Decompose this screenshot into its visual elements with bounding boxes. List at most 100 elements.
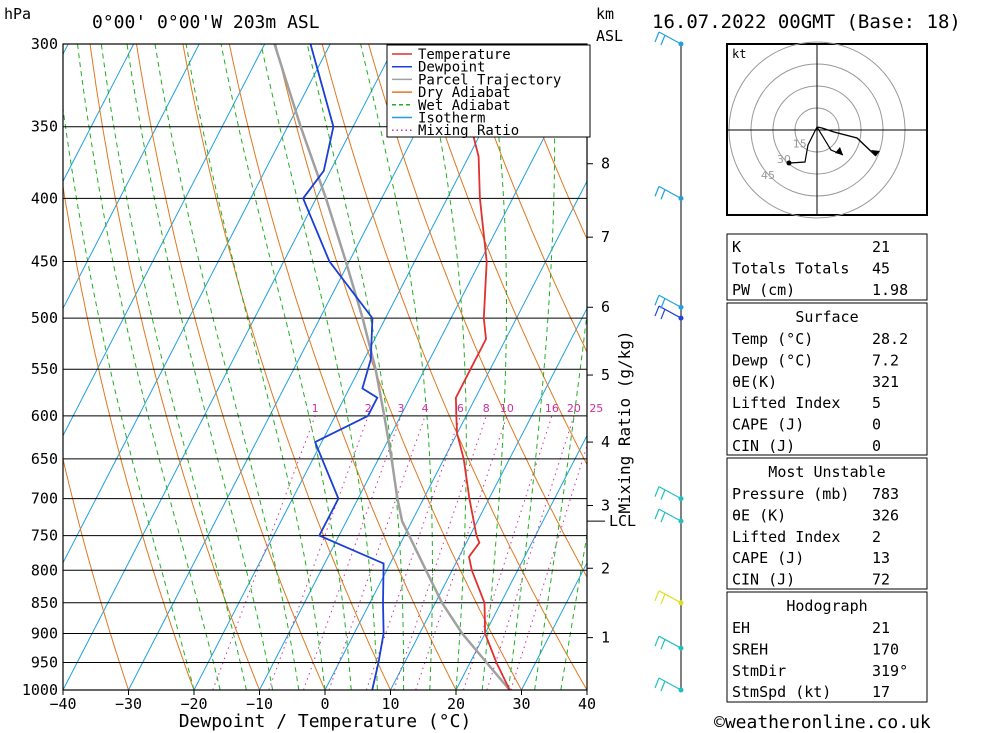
isotherm-line — [324, 180, 587, 690]
pressure-unit-label: hPa — [4, 5, 31, 23]
hodograph-point — [786, 160, 792, 166]
table-row-label: Temp (°C) — [732, 330, 813, 348]
table-row-value: 5 — [872, 394, 881, 412]
x-tick-label: −40 — [49, 695, 76, 713]
pressure-tick-label: 300 — [31, 35, 58, 53]
isotherm-line — [390, 307, 587, 690]
wind-barb-flag — [654, 305, 660, 317]
table-row-label: StmDir — [732, 662, 786, 680]
dry-adiabat-line — [507, 44, 587, 241]
wind-barb-flag — [654, 635, 660, 647]
asl-unit-label: ASL — [596, 27, 623, 45]
wind-barb-shaft — [658, 31, 682, 45]
mixing-ratio-label: 25 — [589, 402, 603, 415]
wind-barb-flag — [654, 186, 660, 197]
pressure-tick-label: 850 — [31, 594, 58, 612]
dry-adiabat-line — [135, 44, 326, 690]
pressure-tick-label: 900 — [31, 624, 58, 642]
pressure-tick-label: 650 — [31, 450, 58, 468]
wet-adiabat-line — [507, 44, 556, 690]
table-row-value: 28.2 — [872, 330, 908, 348]
table-row-value: 0 — [872, 437, 881, 455]
pressure-tick-label: 1000 — [22, 681, 58, 699]
wet-adiabat-line — [481, 44, 507, 690]
wet-adiabat-line — [360, 44, 433, 690]
table-row-label: K — [732, 238, 741, 256]
table-row-label: PW (cm) — [732, 281, 795, 299]
mixing-ratio-label: 6 — [457, 402, 464, 415]
pressure-tick-label: 700 — [31, 490, 58, 508]
table-row-value: 319° — [872, 662, 908, 680]
legend-label: Temperature — [418, 47, 511, 63]
wind-barb-flag — [660, 34, 666, 46]
table-row-value: 1.98 — [872, 281, 908, 299]
mixing-ratio-label: 16 — [545, 402, 559, 415]
date-title: 16.07.2022 00GMT (Base: 18) — [652, 11, 961, 33]
series-dewpoint — [302, 44, 385, 690]
table-row-label: Totals Totals — [732, 259, 849, 277]
wind-barb-shaft — [658, 508, 682, 522]
mixing-ratio-line — [212, 415, 316, 690]
table-row-label: θE(K) — [732, 373, 777, 391]
km-tick-label: 2 — [601, 559, 610, 577]
table-row-value: 0 — [872, 416, 881, 434]
wind-barb-flag — [654, 295, 660, 306]
wet-adiabat-line — [154, 44, 300, 690]
mixing-ratio-label: 10 — [500, 402, 514, 415]
table-row-label: CAPE (J) — [732, 416, 804, 434]
hodograph-table-title: Hodograph — [786, 597, 867, 615]
wind-barb-shaft — [658, 185, 682, 199]
mixing-ratio-line — [510, 444, 587, 690]
table-row-value: 21 — [872, 238, 890, 256]
mixing-ratio-axis-label: Mixing Ratio (g/kg) — [615, 330, 634, 513]
mixing-ratio-label: 20 — [567, 402, 581, 415]
pressure-tick-label: 500 — [31, 309, 58, 327]
table-row-value: 2 — [872, 528, 881, 546]
indices-tables: K 21 Totals Totals 45 PW (cm) 1.98 Surface Temp… — [726, 233, 928, 703]
dry-adiabat-line — [63, 456, 129, 690]
wind-barb-icon — [654, 31, 682, 46]
dry-adiabat-line — [321, 44, 587, 690]
series-temperature — [454, 44, 511, 690]
dry-adiabat-line — [89, 44, 260, 690]
wet-adiabat-line — [306, 44, 405, 690]
wind-barb-flag — [654, 590, 660, 602]
wind-barb-shaft — [658, 677, 682, 691]
table-row-label: StmSpd (kt) — [732, 683, 831, 701]
wet-adiabat-line — [185, 44, 326, 690]
mixing-ratio-label: 2 — [365, 402, 372, 415]
table-row-label: Lifted Index — [732, 528, 840, 546]
mixing-ratio-line — [463, 415, 553, 690]
table-row-label: EH — [732, 619, 750, 637]
wind-barb-flag — [654, 508, 660, 520]
hodograph-unit: kt — [732, 47, 746, 61]
x-tick-label: 40 — [578, 695, 596, 713]
isotherm-line — [63, 44, 200, 310]
table-row-value: 326 — [872, 506, 899, 524]
table-row-label: SREH — [732, 640, 768, 658]
wind-barb-flag — [660, 298, 666, 309]
wind-barb-flag — [660, 489, 666, 500]
pressure-tick-label: 400 — [31, 189, 58, 207]
wind-barb-flag — [660, 189, 666, 200]
wet-adiabat-line — [420, 44, 467, 690]
hodograph-shear-vector — [789, 126, 818, 164]
x-axis-label: Dewpoint / Temperature (°C) — [179, 711, 472, 732]
legend-label: Dry Adiabat — [418, 85, 511, 101]
dry-adiabat-line — [228, 44, 457, 690]
wind-barb-icon — [654, 486, 682, 500]
mixing-ratio-line — [303, 415, 402, 690]
wind-barb-icon — [654, 677, 682, 692]
table-row-value: 13 — [872, 549, 890, 567]
table-row-value: 72 — [872, 571, 890, 589]
hodograph-ring-label: 45 — [761, 169, 775, 182]
wind-barb-icon — [654, 635, 682, 650]
table-row-value: 17 — [872, 683, 890, 701]
wind-barb-shaft — [658, 590, 682, 604]
mixing-ratio-line — [328, 415, 426, 690]
km-tick-label: 5 — [601, 366, 610, 384]
hodograph-ring-label: 15 — [793, 137, 807, 150]
dry-adiabat-line — [368, 44, 587, 579]
